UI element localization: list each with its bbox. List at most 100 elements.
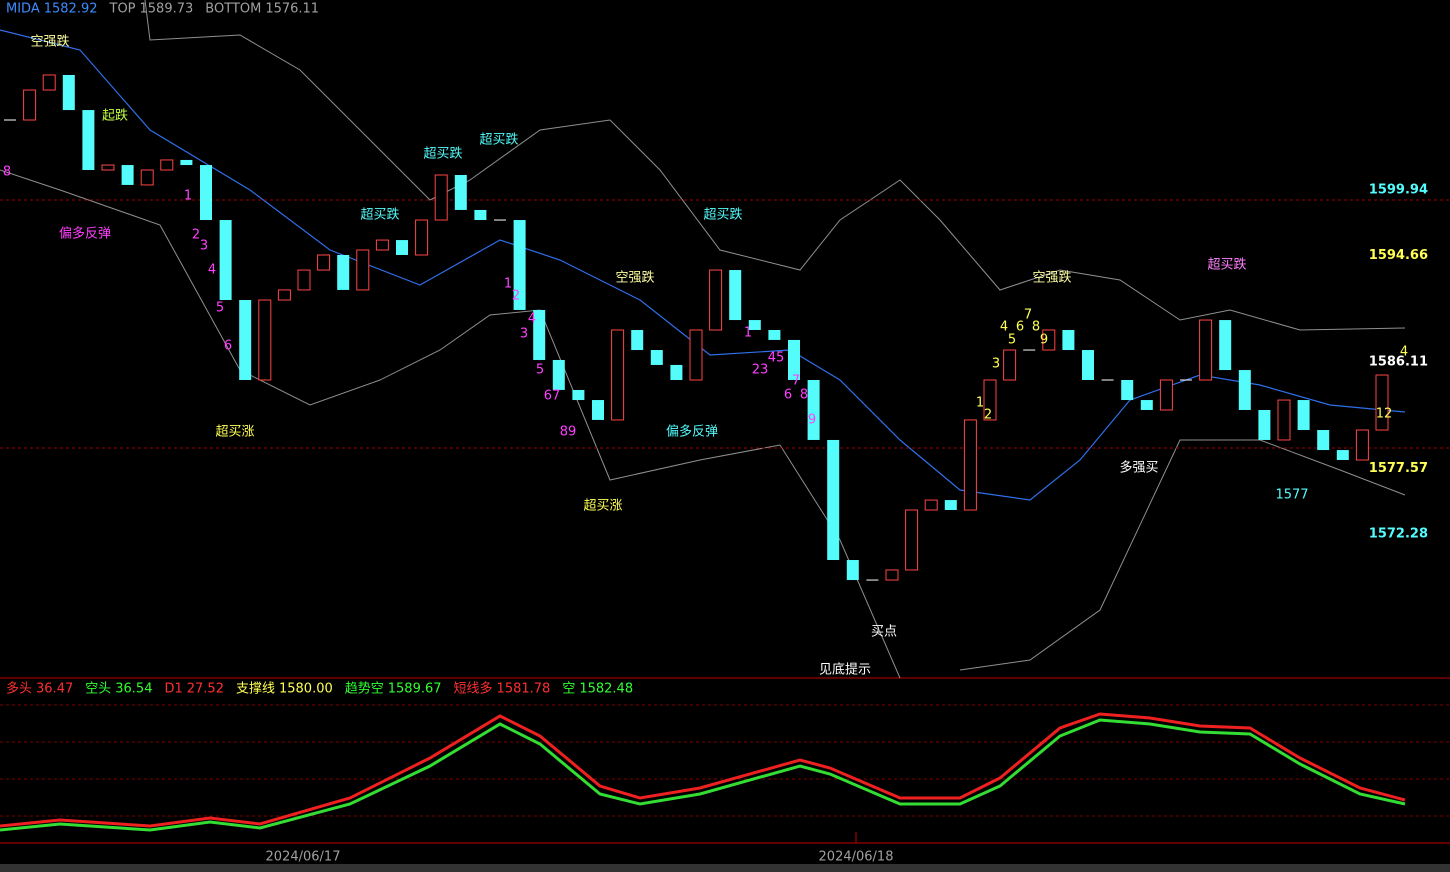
header-label: TOP xyxy=(109,2,136,17)
annotation: 4 xyxy=(208,263,216,278)
header-label: MIDA xyxy=(6,2,40,17)
annotation: 8 xyxy=(800,388,808,403)
annotation: 9 xyxy=(1040,333,1048,348)
candle-up xyxy=(924,499,938,511)
annotation: 1 xyxy=(976,396,984,411)
candle-up xyxy=(1375,374,1389,431)
candle-down xyxy=(180,159,193,166)
candle-up xyxy=(375,239,389,251)
candle-up xyxy=(1277,399,1291,441)
candle-down xyxy=(200,165,212,221)
candle-down xyxy=(533,309,546,360)
annotation: 起跌 xyxy=(102,108,128,124)
annotation: 9 xyxy=(808,413,816,428)
annotation: 5 xyxy=(536,363,544,378)
candle-up xyxy=(1159,379,1173,411)
candle-up xyxy=(42,74,56,91)
annotation: 6 xyxy=(784,388,792,403)
candle-down xyxy=(807,380,820,440)
candle-down xyxy=(631,329,644,351)
candle-down xyxy=(944,500,957,511)
candle-up xyxy=(356,249,370,291)
annotation: 2 xyxy=(192,228,200,243)
candle-up xyxy=(415,219,429,256)
legend-label: 支撑线 xyxy=(236,682,275,697)
candle-up xyxy=(885,569,899,581)
annotation: 买点 xyxy=(871,625,897,640)
header-label: BOTTOM xyxy=(205,2,261,17)
annotation: 空强跌 xyxy=(615,270,654,286)
price-label: 1572.28 xyxy=(1369,527,1428,542)
candle-down xyxy=(846,560,859,581)
legend-value: 1581.78 xyxy=(497,682,551,697)
annotation: 空强跌 xyxy=(1032,270,1071,286)
annotation: 5 xyxy=(1008,333,1016,348)
candle-up xyxy=(1199,319,1213,381)
annotation: 超买跌 xyxy=(360,207,399,223)
candle-up xyxy=(905,509,919,571)
annotation: 超买涨 xyxy=(215,425,254,440)
candle-down xyxy=(1317,430,1330,451)
legend-label: 空 xyxy=(562,682,575,697)
annotation: 1 xyxy=(504,277,512,292)
candle-up xyxy=(23,89,37,121)
candle-down xyxy=(592,400,604,420)
annotation: 12 xyxy=(1376,407,1393,422)
annotation: 1 xyxy=(744,326,752,341)
legend-value: 36.54 xyxy=(115,682,152,697)
header-value: 1589.73 xyxy=(140,2,194,17)
candle-down xyxy=(396,240,408,255)
annotation: 8 xyxy=(1032,320,1040,335)
candle-up xyxy=(983,379,997,421)
candle-up xyxy=(101,164,115,171)
candle-down xyxy=(219,220,232,301)
annotation: 4 xyxy=(1400,345,1408,360)
annotation: 超买跌 xyxy=(703,207,742,223)
candle-up xyxy=(1003,349,1017,381)
legend-label: 多头 xyxy=(6,681,32,697)
candle-up xyxy=(317,254,331,271)
legend-value: 36.47 xyxy=(36,682,73,697)
candle-down xyxy=(1238,370,1251,410)
annotation: 2 xyxy=(984,408,992,423)
candle-down xyxy=(82,110,95,171)
annotation: 23 xyxy=(752,363,769,378)
annotation: 1 xyxy=(184,189,192,204)
legend-label: 趋势空 xyxy=(345,681,384,697)
candle-down xyxy=(513,220,526,310)
annotation: 6 xyxy=(1016,320,1024,335)
candle-up xyxy=(963,419,977,511)
annotation: 偏多反弹 xyxy=(59,226,111,242)
legend-label: 短线多 xyxy=(454,681,493,697)
candle-down xyxy=(1297,400,1310,431)
price-label: 1577.57 xyxy=(1369,461,1428,476)
header: MIDA 1582.92 TOP 1589.73 BOTTOM 1576.11 xyxy=(6,2,319,17)
date-label: 2024/06/18 xyxy=(819,850,894,865)
upper-band xyxy=(144,0,1406,331)
candle-down xyxy=(62,74,75,111)
candle-down xyxy=(121,165,134,185)
legend-value: 1589.67 xyxy=(388,682,442,697)
annotation: 7 xyxy=(1024,308,1032,323)
candle-down xyxy=(748,320,761,330)
candle-up xyxy=(140,169,154,186)
annotation: 超买跌 xyxy=(479,132,518,148)
candle-up xyxy=(1355,429,1369,461)
candle-down xyxy=(1121,380,1134,401)
annotation: 超买跌 xyxy=(423,146,462,162)
annotation: 5 xyxy=(216,301,224,316)
annotation: 89 xyxy=(560,425,577,440)
candle-down xyxy=(454,174,467,210)
lower-band xyxy=(0,169,901,679)
trend-line-green xyxy=(0,718,1406,832)
annotation: 超买涨 xyxy=(583,499,622,514)
legend-value: 1582.48 xyxy=(579,682,633,697)
candle-up xyxy=(1042,329,1056,351)
lower-band xyxy=(959,439,1406,671)
candle-down xyxy=(827,439,840,561)
price-label: 1594.66 xyxy=(1369,248,1428,263)
candle-down xyxy=(239,300,252,381)
date-label: 2024/06/17 xyxy=(266,850,341,865)
annotation: 2 xyxy=(512,289,520,304)
